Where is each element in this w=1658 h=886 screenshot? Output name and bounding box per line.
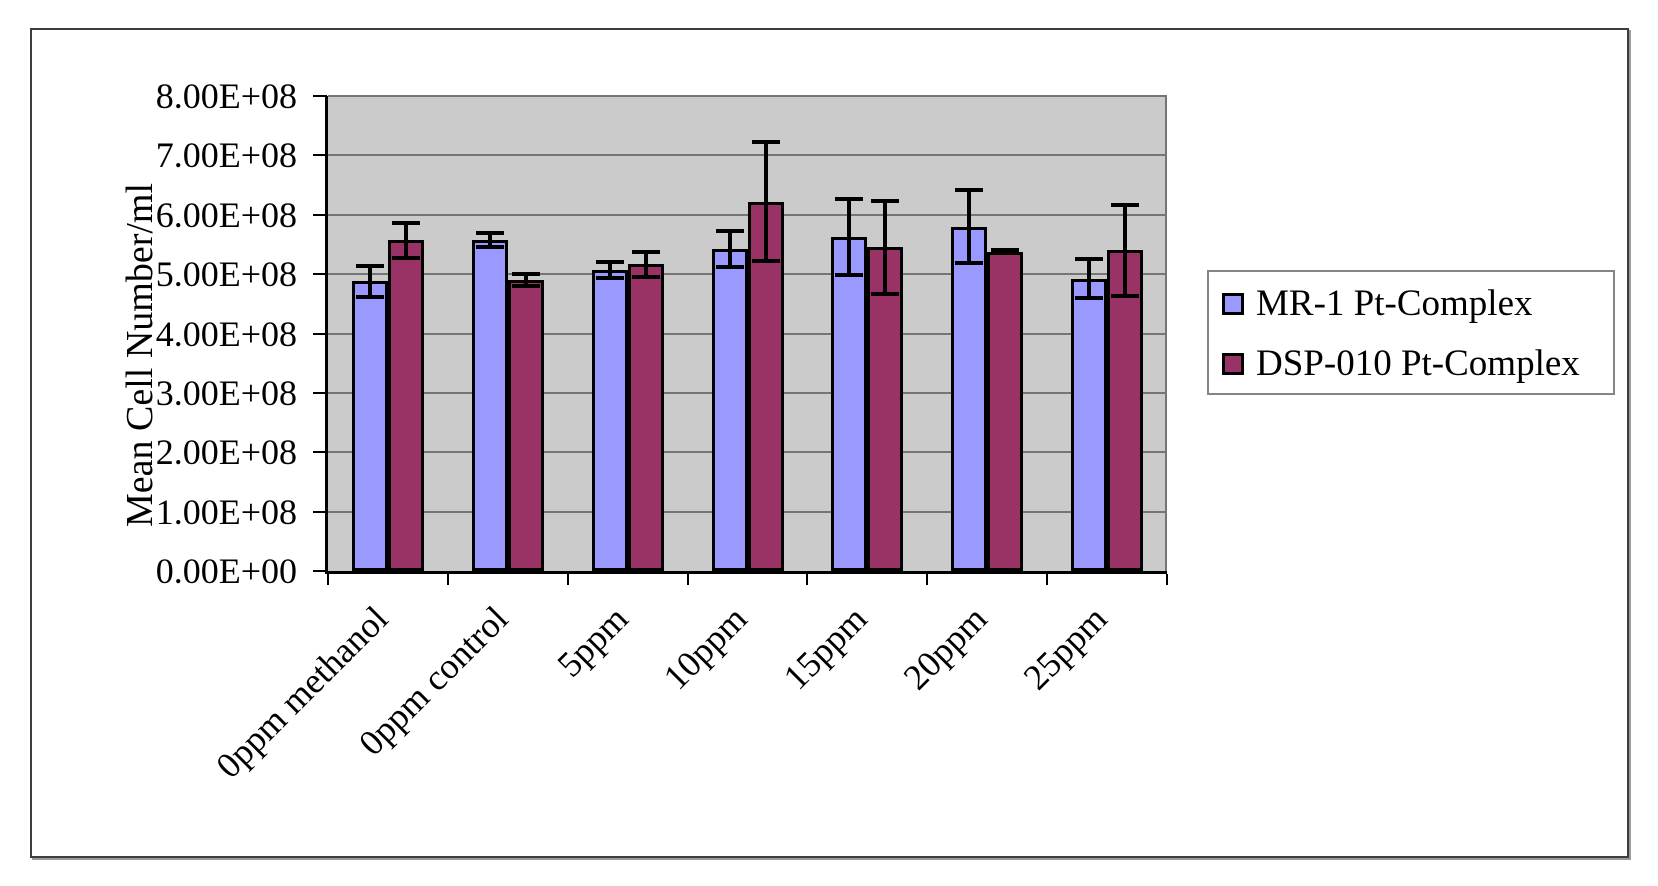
y-tick-label: 1.00E+08 bbox=[155, 491, 297, 532]
x-tick bbox=[1166, 574, 1168, 585]
error-bar-cap-top bbox=[751, 140, 780, 145]
error-bar-line bbox=[1123, 204, 1128, 297]
y-tick bbox=[313, 273, 327, 276]
gridline bbox=[328, 95, 1167, 97]
plot-area bbox=[328, 95, 1167, 571]
error-bar-cap-bottom bbox=[631, 274, 660, 279]
x-tick bbox=[686, 574, 689, 585]
bar-series2 bbox=[627, 264, 664, 571]
error-bar-cap-bottom bbox=[871, 291, 900, 296]
error-bar-cap-top bbox=[1075, 257, 1104, 262]
bar-series2 bbox=[1107, 250, 1144, 571]
error-bar-cap-bottom bbox=[475, 245, 504, 250]
error-bar-line bbox=[403, 223, 408, 258]
error-bar-line bbox=[727, 231, 732, 267]
bar-series1 bbox=[831, 237, 868, 571]
bar-series2 bbox=[387, 240, 424, 571]
error-bar-line bbox=[883, 201, 888, 294]
legend-label: MR-1 Pt-Complex bbox=[1256, 283, 1533, 324]
x-tick bbox=[566, 574, 569, 585]
y-tick bbox=[313, 154, 327, 157]
error-bar-line bbox=[487, 233, 492, 248]
error-bar-cap-bottom bbox=[991, 250, 1020, 255]
y-tick bbox=[313, 95, 327, 97]
y-tick-label: 7.00E+08 bbox=[155, 135, 297, 176]
legend-swatch bbox=[1222, 353, 1244, 375]
y-axis-line bbox=[325, 96, 328, 574]
error-bar-cap-bottom bbox=[391, 255, 420, 260]
error-bar-cap-top bbox=[631, 249, 660, 254]
y-tick bbox=[313, 510, 327, 513]
error-bar-cap-top bbox=[871, 199, 900, 204]
error-bar-line bbox=[1087, 259, 1092, 299]
bar-series1 bbox=[951, 226, 988, 571]
y-tick bbox=[313, 332, 327, 335]
error-bar-cap-bottom bbox=[511, 284, 540, 288]
bar-series2 bbox=[867, 247, 904, 571]
legend: MR-1 Pt-Complex DSP-010 Pt-Complex bbox=[1207, 270, 1615, 395]
plot-right-border bbox=[1165, 96, 1167, 571]
y-tick-label: 8.00E+08 bbox=[155, 76, 297, 116]
bar-series2 bbox=[987, 251, 1024, 571]
bar-series1 bbox=[711, 249, 748, 571]
x-tick bbox=[806, 574, 809, 585]
x-tick bbox=[1046, 574, 1049, 585]
error-bar-line bbox=[643, 251, 648, 277]
error-bar-cap-top bbox=[595, 260, 624, 265]
error-bar-cap-top bbox=[355, 263, 384, 268]
bar-series1 bbox=[351, 281, 388, 571]
bar-series2 bbox=[507, 280, 544, 571]
error-bar-cap-bottom bbox=[595, 275, 624, 280]
error-bar-cap-top bbox=[475, 231, 504, 236]
error-bar-line bbox=[847, 199, 852, 276]
bar-series2 bbox=[747, 201, 784, 571]
y-tick-label: 2.00E+08 bbox=[155, 432, 297, 473]
legend-label: DSP-010 Pt-Complex bbox=[1256, 343, 1580, 384]
error-bar-cap-bottom bbox=[355, 294, 384, 299]
bar-series1 bbox=[471, 240, 508, 571]
error-bar-cap-bottom bbox=[1075, 296, 1104, 301]
error-bar-cap-bottom bbox=[751, 259, 780, 264]
error-bar-cap-top bbox=[991, 248, 1020, 253]
y-tick-label: 5.00E+08 bbox=[155, 254, 297, 295]
error-bar-cap-top bbox=[1111, 202, 1140, 207]
y-tick-label: 3.00E+08 bbox=[155, 372, 297, 413]
y-tick-label: 4.00E+08 bbox=[155, 313, 297, 354]
error-bar-line bbox=[367, 265, 372, 297]
error-bar-line bbox=[967, 189, 972, 264]
x-tick bbox=[446, 574, 449, 585]
bar-series1 bbox=[1071, 278, 1108, 571]
error-bar-cap-top bbox=[955, 187, 984, 192]
y-tick-label: 6.00E+08 bbox=[155, 194, 297, 235]
y-tick bbox=[313, 570, 327, 572]
error-bar-cap-bottom bbox=[1111, 294, 1140, 299]
error-bar-line bbox=[763, 142, 768, 262]
bar-series1 bbox=[591, 269, 628, 571]
y-tick-label: 0.00E+00 bbox=[155, 551, 297, 591]
y-tick bbox=[313, 213, 327, 216]
error-bar-cap-top bbox=[511, 272, 540, 277]
error-bar-cap-top bbox=[391, 221, 420, 226]
gridline bbox=[328, 154, 1167, 157]
error-bar-cap-top bbox=[715, 229, 744, 234]
legend-swatch bbox=[1222, 293, 1244, 315]
error-bar-line bbox=[523, 274, 528, 286]
error-bar-cap-bottom bbox=[715, 265, 744, 269]
y-tick bbox=[313, 451, 327, 454]
x-axis-line bbox=[325, 571, 1167, 574]
error-bar-line bbox=[607, 262, 612, 278]
error-bar-cap-top bbox=[835, 197, 864, 202]
error-bar-cap-bottom bbox=[955, 261, 984, 266]
error-bar-cap-bottom bbox=[835, 273, 864, 278]
y-tick bbox=[313, 391, 327, 394]
x-tick bbox=[926, 574, 929, 585]
x-tick bbox=[327, 574, 329, 585]
